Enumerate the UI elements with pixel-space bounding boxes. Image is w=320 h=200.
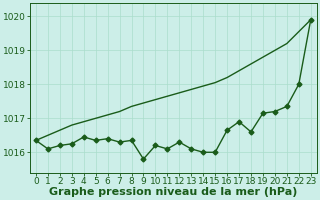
X-axis label: Graphe pression niveau de la mer (hPa): Graphe pression niveau de la mer (hPa) [49, 187, 298, 197]
